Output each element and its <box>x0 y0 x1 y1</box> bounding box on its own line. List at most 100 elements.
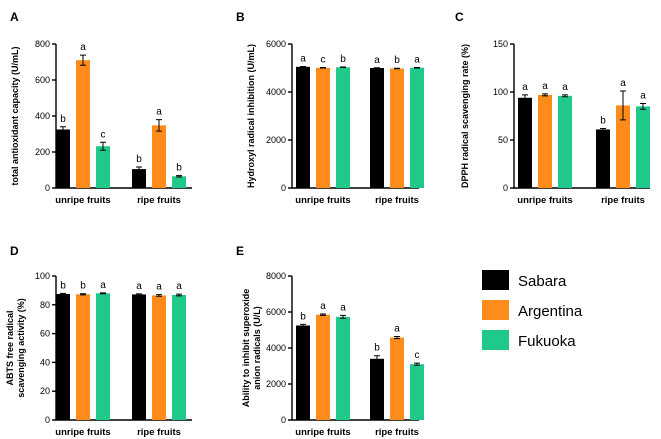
error-bar <box>562 94 568 98</box>
bar-sabara-ripe <box>370 68 384 188</box>
bar-fukuoka-unripe <box>336 316 350 420</box>
y-tick-label: 2000 <box>266 135 286 145</box>
bar-sabara-ripe <box>370 358 384 420</box>
error-bar <box>300 323 306 328</box>
significance-label: a <box>320 301 326 312</box>
y-axis-label: DPPH radical scavenging rate (%) <box>460 44 470 188</box>
y-tick-label: 6000 <box>266 39 286 49</box>
bar-sabara-unripe <box>56 129 70 188</box>
legend-swatch-sabara <box>482 270 509 290</box>
error-bar <box>522 94 528 102</box>
y-tick-label: 4000 <box>266 343 286 353</box>
error-bar <box>640 103 646 110</box>
x-category-label: ripe fruits <box>137 195 181 206</box>
y-axis-label: total antioxidant capacity (U/mL) <box>10 46 20 185</box>
x-category-label: ripe fruits <box>601 195 645 206</box>
bar-argentina-ripe <box>390 337 404 420</box>
bar-fukuoka-unripe <box>96 146 110 188</box>
panel-letter: A <box>10 10 19 24</box>
significance-label: c <box>415 350 420 361</box>
error-bar <box>340 314 346 319</box>
significance-label: a <box>414 55 420 66</box>
y-axis-label: Ability to inhibit superoxideanion radic… <box>241 289 262 408</box>
error-bar <box>80 293 86 296</box>
significance-label: b <box>300 311 306 322</box>
bar-fukuoka-ripe <box>410 364 424 420</box>
significance-label: b <box>394 55 400 66</box>
error-bar <box>394 335 400 340</box>
x-category-label: unripe fruits <box>55 427 110 438</box>
error-bar <box>176 175 182 178</box>
x-category-label: ripe fruits <box>375 427 419 438</box>
significance-label: a <box>100 280 106 291</box>
panel-letter: C <box>455 10 464 24</box>
significance-label: a <box>542 81 548 92</box>
y-tick-label: 100 <box>493 87 508 97</box>
bar-fukuoka-unripe <box>336 67 350 188</box>
error-bar <box>414 362 420 366</box>
bar-argentina-unripe <box>316 67 330 188</box>
y-axis-label: ABTS free radicalscavenging activity (%) <box>5 298 26 398</box>
y-tick-label: 100 <box>35 271 50 281</box>
y-tick-label: 80 <box>40 300 50 310</box>
bar-argentina-unripe <box>76 294 90 420</box>
error-bar <box>320 313 326 316</box>
legend-swatch-argentina <box>482 300 509 320</box>
y-axis-label: Hydroxyl radical inhibition (U/mL) <box>246 44 256 188</box>
bar-fukuoka-unripe <box>558 95 572 188</box>
error-bar <box>80 54 86 66</box>
bar-fukuoka-ripe <box>172 295 186 420</box>
y-tick-label: 0 <box>503 183 508 193</box>
significance-label: b <box>340 54 346 65</box>
y-tick-label: 200 <box>35 147 50 157</box>
y-tick-label: 400 <box>35 111 50 121</box>
bar-sabara-unripe <box>296 66 310 188</box>
x-category-label: unripe fruits <box>295 195 350 206</box>
y-tick-label: 40 <box>40 357 50 367</box>
error-bar <box>100 292 106 295</box>
x-category-label: ripe fruits <box>375 195 419 206</box>
significance-label: a <box>80 42 86 53</box>
significance-label: b <box>136 154 142 165</box>
bar-fukuoka-ripe <box>410 67 424 188</box>
significance-label: a <box>176 281 182 292</box>
error-bar <box>156 294 162 297</box>
significance-label: a <box>640 91 646 102</box>
error-bar <box>60 126 66 133</box>
y-tick-label: 50 <box>498 135 508 145</box>
panel-d: D ABTS free radicalscavenging activity (%… <box>5 244 192 438</box>
bar-fukuoka-unripe <box>96 293 110 420</box>
legend-label-sabara: Sabara <box>518 273 567 290</box>
significance-label: a <box>620 78 626 89</box>
error-bar <box>136 166 142 172</box>
legend-label-argentina: Argentina <box>518 303 583 320</box>
bar-fukuoka-ripe <box>636 106 650 188</box>
panel-e: E Ability to inhibit superoxideanion radi… <box>236 244 424 438</box>
significance-label: b <box>374 343 380 354</box>
y-tick-label: 60 <box>40 329 50 339</box>
y-tick-label: 4000 <box>266 87 286 97</box>
significance-label: a <box>156 282 162 293</box>
bar-sabara-ripe <box>132 169 146 188</box>
error-bar <box>620 90 626 121</box>
significance-label: a <box>340 302 346 313</box>
significance-label: a <box>522 82 528 93</box>
significance-label: a <box>156 107 162 118</box>
bar-argentina-unripe <box>76 60 90 189</box>
significance-label: a <box>394 323 400 334</box>
y-tick-label: 20 <box>40 386 50 396</box>
y-tick-label: 600 <box>35 75 50 85</box>
significance-label: a <box>300 54 306 65</box>
x-category-label: unripe fruits <box>55 195 110 206</box>
significance-label: c <box>321 55 326 66</box>
y-tick-label: 0 <box>45 183 50 193</box>
error-bar <box>542 93 548 97</box>
bar-argentina-ripe <box>390 68 404 188</box>
bar-argentina-ripe <box>152 295 166 420</box>
error-bar <box>600 127 606 131</box>
bar-sabara-unripe <box>56 294 70 420</box>
y-tick-label: 150 <box>493 39 508 49</box>
error-bar <box>374 355 380 363</box>
